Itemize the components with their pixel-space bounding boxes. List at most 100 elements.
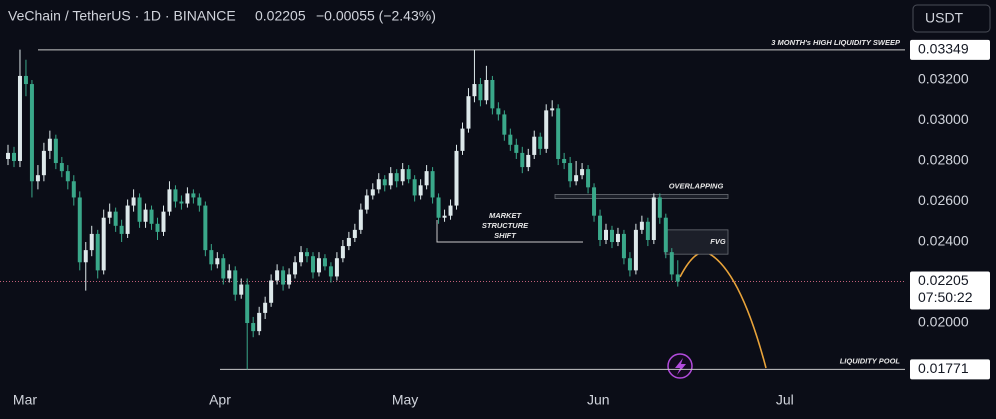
x-tick-label: May xyxy=(392,392,418,408)
candle-body xyxy=(269,280,274,303)
candle-body xyxy=(430,171,435,198)
candle-body xyxy=(526,154,531,168)
y-tick-label: 0.02400 xyxy=(918,233,969,249)
candle-body xyxy=(490,79,495,109)
countdown: 07:50:22 xyxy=(918,289,973,305)
candle-body xyxy=(604,229,609,240)
candle-body xyxy=(287,274,292,285)
candle-body xyxy=(400,169,405,182)
candle-body xyxy=(645,221,650,240)
zone xyxy=(554,194,729,199)
candle-body xyxy=(442,215,447,218)
candle-body xyxy=(179,201,184,204)
candle-body xyxy=(191,193,196,198)
candle-body xyxy=(609,229,614,243)
candle-body xyxy=(346,237,351,247)
candle-body xyxy=(412,179,417,196)
candle-body xyxy=(394,173,399,182)
price-change: −0.00055 (−2.43%) xyxy=(316,8,436,24)
candle-body xyxy=(663,217,668,253)
price-label: 0.03349 xyxy=(918,41,969,57)
candle-body xyxy=(65,171,70,182)
candle-body xyxy=(406,169,411,180)
candle-body xyxy=(149,209,154,224)
candle-body xyxy=(418,185,423,196)
lightning-icon xyxy=(667,353,693,379)
y-tick-label: 0.02600 xyxy=(918,192,969,208)
candle-body xyxy=(352,229,357,238)
x-tick-label: Apr xyxy=(209,392,231,408)
candle-body xyxy=(615,233,620,243)
mss-label: STRUCTURE xyxy=(482,221,529,230)
sweep-label: 3 MONTH's HIGH LIQUIDITY SWEEP xyxy=(771,38,901,47)
candle-body xyxy=(305,252,310,257)
mss-label: MARKET xyxy=(489,211,522,220)
candle-body xyxy=(388,173,393,186)
y-tick-label: 0.03000 xyxy=(918,111,969,127)
candle-body xyxy=(41,150,46,176)
candle-body xyxy=(257,312,262,332)
y-tick-label: 0.02800 xyxy=(918,152,969,168)
candle-body xyxy=(669,252,674,275)
currency-button[interactable] xyxy=(912,4,991,33)
candle-body xyxy=(95,233,100,271)
candle-body xyxy=(131,197,136,206)
candle-body xyxy=(484,79,489,101)
candle-body xyxy=(639,221,644,230)
candle-body xyxy=(448,205,453,216)
mss-label: SHIFT xyxy=(494,231,517,240)
candle-body xyxy=(17,75,22,162)
candle-body xyxy=(245,284,250,324)
y-tick-label: 0.02000 xyxy=(918,314,969,330)
candle-body xyxy=(598,215,603,240)
candle-body xyxy=(364,195,369,210)
candle-body xyxy=(633,229,638,271)
candle-body xyxy=(675,274,680,282)
candle-body xyxy=(59,163,64,172)
candle-body xyxy=(6,152,11,159)
candle-body xyxy=(263,302,268,313)
price-label-box xyxy=(910,271,990,310)
candle-body xyxy=(460,128,465,151)
candle-body xyxy=(592,187,597,216)
candle-body xyxy=(281,270,286,285)
candle-body xyxy=(35,175,40,182)
candle-body xyxy=(316,258,321,273)
candle-body xyxy=(580,169,585,176)
candle-body xyxy=(173,189,178,202)
currency-label[interactable]: USDT xyxy=(925,10,964,26)
candle-body xyxy=(370,189,375,196)
candle-body xyxy=(586,169,591,188)
candle-body xyxy=(544,110,549,149)
candle-body xyxy=(239,284,244,295)
candle-body xyxy=(167,189,172,212)
candle-body xyxy=(53,138,58,164)
candle-body xyxy=(538,136,543,149)
candle-body xyxy=(299,252,304,263)
candle-body xyxy=(47,138,52,151)
candle-body xyxy=(83,250,88,263)
candle-body xyxy=(382,179,387,186)
candle-body xyxy=(322,258,327,267)
candle-body xyxy=(101,217,106,271)
candle-body xyxy=(89,233,94,251)
candle-body xyxy=(514,144,519,153)
candle-body xyxy=(197,197,202,206)
price-label-box xyxy=(910,39,990,60)
candle-body xyxy=(657,197,662,218)
candle-body xyxy=(203,205,208,251)
candle-body xyxy=(334,258,339,277)
candle-body xyxy=(550,108,555,111)
candle-body xyxy=(107,211,112,218)
candle-body xyxy=(125,205,130,234)
candle-body xyxy=(143,209,148,222)
candle-body xyxy=(113,211,118,226)
candle-body xyxy=(29,84,34,182)
candle-body xyxy=(508,134,513,145)
candle-body xyxy=(556,108,561,159)
price-label: 0.02205 xyxy=(918,272,969,288)
candle-body xyxy=(11,152,16,162)
symbol: VeChain / TetherUS · 1D · BINANCE xyxy=(8,8,236,24)
candle-body xyxy=(358,209,363,230)
